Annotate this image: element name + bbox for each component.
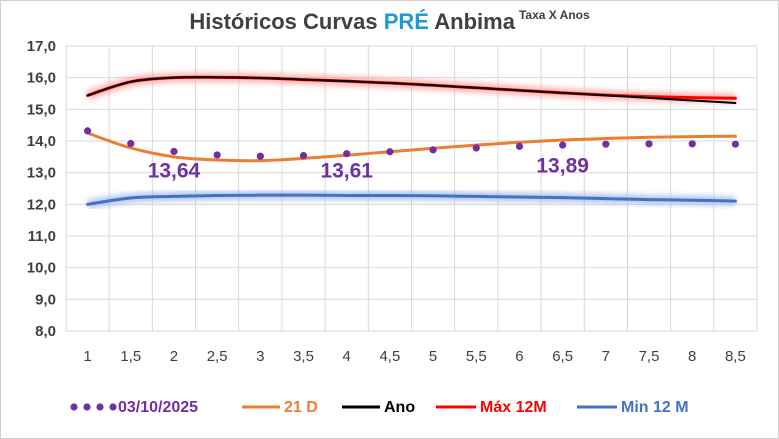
series-line-ano: [86, 76, 737, 104]
series-point-03-10-2025: [602, 140, 610, 148]
y-tick-label: 12,0: [27, 196, 56, 213]
series-point-03-10-2025: [515, 142, 524, 150]
legend-label-ano: Ano: [384, 399, 415, 416]
legend-label-21-d: 21 D: [284, 399, 318, 416]
y-tick-label: 13,0: [27, 165, 56, 182]
legend-marker-03-10-2025: [96, 403, 104, 411]
x-tick-label: 2: [170, 348, 178, 365]
x-tick-label: 7,5: [639, 348, 660, 365]
legend-label-m-x-12m: Máx 12M: [480, 399, 547, 416]
title-accent: PRÉ: [383, 9, 429, 34]
x-tick-label: 6,5: [552, 348, 573, 365]
series-point-03-10-2025: [429, 146, 437, 154]
series-line-21-d: [86, 131, 737, 163]
legend-label-min-12-m: Min 12 M: [621, 399, 689, 416]
data-label: 13,61: [320, 159, 373, 182]
series-point-03-10-2025: [731, 140, 740, 148]
x-tick-label: 5,5: [466, 348, 487, 365]
title-prefix: Históricos Curvas: [189, 9, 384, 34]
legend-marker-03-10-2025: [70, 403, 78, 411]
series-point-03-10-2025: [83, 127, 92, 135]
series-point-03-10-2025: [256, 152, 264, 160]
title-suffix: Anbima: [428, 9, 515, 34]
legend-label-03-10-2025: 03/10/2025: [118, 399, 198, 416]
series-point-03-10-2025: [386, 148, 394, 156]
legend-marker-03-10-2025: [83, 403, 91, 411]
annotations: 13,64 13,61 13,89: [148, 155, 589, 183]
x-tick-label: 5: [429, 348, 437, 365]
gridlines: [65, 45, 758, 332]
x-tick-label: 3: [256, 348, 264, 365]
series-point-03-10-2025: [213, 151, 221, 159]
chart-title: Históricos Curvas PRÉ Anbima Taxa X Anos: [0, 8, 779, 35]
series-point-03-10-2025: [170, 147, 178, 156]
legend: 03/10/2025 21 D Ano Máx 12M Min 12 M: [70, 399, 689, 416]
x-tick-label: 4: [343, 348, 351, 365]
y-tick-label: 15,0: [27, 101, 56, 118]
y-tick-label: 14,0: [27, 133, 56, 150]
y-tick-label: 17,0: [27, 38, 56, 55]
y-tick-label: 16,0: [27, 70, 56, 87]
series-group: [83, 72, 740, 209]
data-label: 13,89: [536, 155, 589, 178]
legend-marker-03-10-2025: [109, 403, 117, 411]
x-tick-label: 8,5: [725, 348, 746, 365]
series-point-03-10-2025: [472, 144, 480, 152]
series-line-min-12-m: [86, 193, 737, 206]
axes: 8,0 9,0 10,0 11,0 12,0 13,0 14,0 15,0 16,0 17,0 1 1…: [27, 38, 746, 365]
x-tick-label: 1,5: [120, 348, 141, 365]
x-tick-label: 8: [688, 348, 696, 365]
y-tick-label: 10,0: [27, 260, 56, 277]
x-tick-label: 1: [83, 348, 91, 365]
series-point-03-10-2025: [645, 140, 653, 148]
data-label: 13,64: [148, 159, 201, 182]
series-point-03-10-2025: [343, 150, 351, 158]
x-tick-label: 6: [515, 348, 523, 365]
series-point-03-10-2025: [559, 141, 567, 149]
x-tick-label: 2,5: [207, 348, 228, 365]
y-tick-label: 9,0: [35, 291, 56, 308]
series-point-03-10-2025: [688, 140, 696, 148]
x-tick-label: 7: [602, 348, 610, 365]
x-tick-label: 3,5: [293, 348, 314, 365]
series-point-03-10-2025: [299, 151, 308, 160]
series-point-03-10-2025: [127, 139, 135, 148]
x-tick-label: 4,5: [379, 348, 400, 365]
y-tick-label: 8,0: [35, 323, 56, 340]
title-superscript: Taxa X Anos: [518, 8, 590, 22]
y-tick-label: 11,0: [28, 228, 56, 245]
